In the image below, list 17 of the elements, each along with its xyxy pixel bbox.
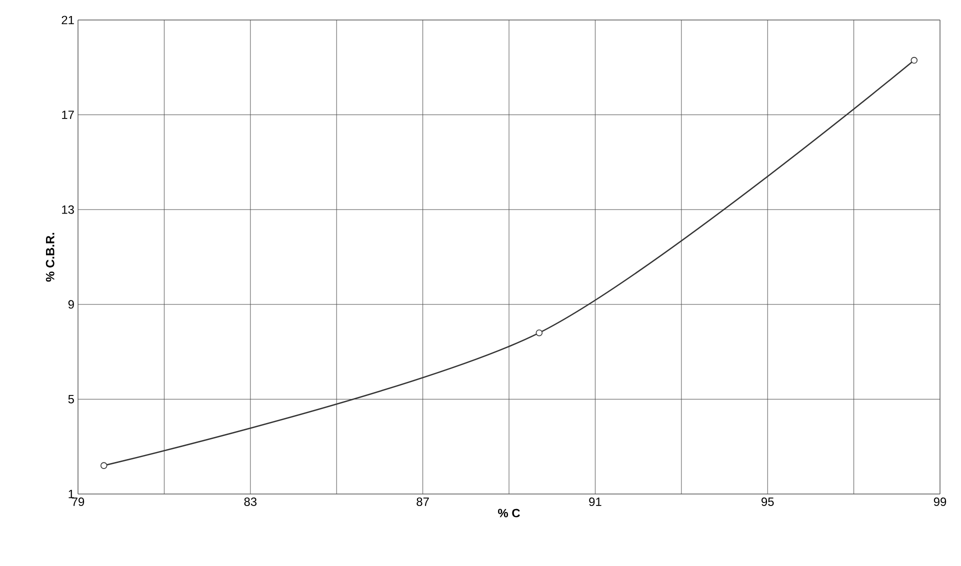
x-tick-label: 79 [72,498,84,506]
x-tick-label: 95 [762,498,774,506]
point [100,462,108,469]
x-axis-title: % C [498,508,520,518]
y-tick-label: 1 [68,490,74,498]
x-tick-label: 99 [934,498,946,506]
x-tick-label: 87 [416,498,429,506]
point [536,329,543,336]
y-tick-label: 9 [68,300,74,309]
y-tick-label: 17 [62,110,74,119]
x-tick-label: 83 [244,498,257,506]
x-tick-label: 91 [589,498,602,506]
y-axis-title: % C.B.R. [46,232,54,282]
point [910,56,918,64]
y-tick-label: 13 [62,205,74,214]
y-tick-label: 5 [68,395,74,404]
y-tick-label: 21 [62,16,74,24]
